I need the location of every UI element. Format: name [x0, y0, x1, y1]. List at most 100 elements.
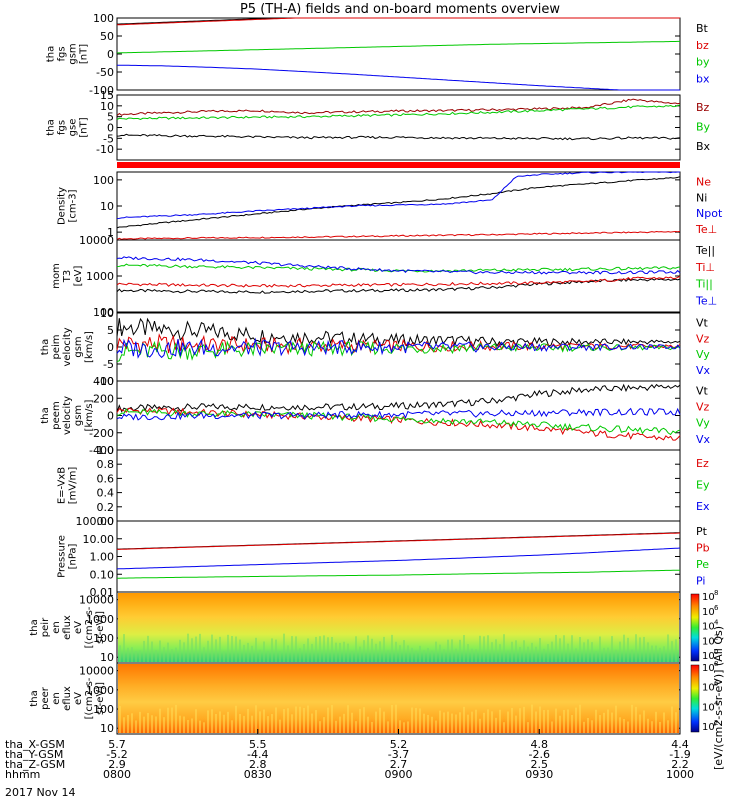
spectrogram-stripe	[247, 708, 249, 733]
spectrogram-stripe	[583, 642, 585, 662]
spectrogram-stripe	[143, 640, 145, 662]
spectrogram-stripe	[479, 718, 481, 733]
y-tick-label: -5	[103, 358, 114, 371]
legend-Bx: Bx	[696, 140, 711, 153]
spectrogram-stripe	[671, 641, 673, 662]
y-axis-label: fgs	[57, 120, 68, 135]
spectrogram-stripe	[343, 641, 345, 662]
y-tick-label: 5	[107, 324, 114, 337]
spectrogram-stripe	[435, 720, 437, 733]
series-line-Vz	[116, 406, 681, 441]
y-tick-label: -5	[103, 132, 114, 145]
spectrogram-stripe	[543, 710, 545, 733]
spectrogram-stripe	[607, 647, 609, 662]
spectrogram-stripe	[399, 720, 401, 733]
y-tick-label: 100	[93, 174, 114, 187]
spectrogram-stripe	[475, 709, 477, 733]
spectrogram-stripe	[255, 637, 257, 662]
spectrogram-stripe	[219, 711, 221, 733]
spectrogram-stripe	[595, 651, 597, 662]
x-axis-value: -4.4	[247, 748, 268, 761]
colorbar-exponent: 8	[714, 589, 718, 597]
spectrogram-stripe	[163, 647, 165, 662]
spectrogram-stripe	[487, 709, 489, 733]
spectrogram-stripe	[279, 651, 281, 662]
spectrogram-stripe	[179, 715, 181, 733]
y-tick-label: 10	[100, 307, 114, 320]
spectrogram-stripe	[319, 636, 321, 662]
spectrogram-stripe	[223, 651, 225, 662]
date-label: 2017 Nov 14	[5, 786, 75, 799]
spectrogram-stripe	[151, 715, 153, 733]
spectrogram-stripe	[547, 644, 549, 662]
spectrogram-stripe	[119, 645, 121, 662]
spectrogram-stripe	[359, 708, 361, 733]
legend-Ez: Ez	[696, 457, 709, 470]
spectrogram-stripe	[467, 714, 469, 733]
legend-Vx: Vx	[696, 364, 711, 377]
series-line-Vy	[116, 340, 681, 363]
spectrogram-stripe	[515, 640, 517, 662]
spectrogram-stripe	[463, 635, 465, 662]
spectrogram-stripe	[211, 709, 213, 733]
spectrogram-stripe	[439, 644, 441, 662]
x-axis-value: 4.4	[671, 738, 689, 751]
spectrogram-stripe	[471, 648, 473, 662]
spectrogram-stripe	[567, 643, 569, 662]
legend-Pb: Pb	[696, 541, 710, 554]
spectrogram-stripe	[243, 715, 245, 733]
spectrogram-stripe	[171, 707, 173, 733]
series-line-Ne	[116, 230, 681, 241]
spectrogram-stripe	[239, 714, 241, 733]
spectrogram-stripe	[251, 645, 253, 662]
spectrogram-stripe	[223, 714, 225, 733]
spectrogram-stripe	[175, 704, 177, 733]
y-tick-label: -50	[96, 66, 114, 79]
spectrogram-stripe	[451, 713, 453, 733]
y-tick-label: 10	[100, 722, 114, 735]
spectrogram-stripe	[315, 710, 317, 733]
spectrogram-stripe	[391, 704, 393, 733]
spectrogram-stripe	[491, 642, 493, 662]
spectrogram-stripe	[159, 708, 161, 733]
legend-Te||: Te||	[695, 244, 715, 257]
y-tick-label: 5	[107, 111, 114, 124]
series-line-Bx	[116, 133, 681, 141]
y-axis-label: velocity	[62, 327, 73, 366]
spectrogram-stripe	[315, 636, 317, 662]
spectrogram-stripe	[667, 634, 669, 662]
spectrogram-stripe	[411, 707, 413, 733]
spectrogram-stripe	[627, 721, 629, 733]
y-axis-label: tha	[29, 619, 40, 635]
spectrogram-stripe	[131, 647, 133, 662]
spectrogram-stripe	[139, 650, 141, 662]
spectrogram-stripe	[475, 649, 477, 662]
spectrogram-stripe	[623, 719, 625, 733]
y-tick-label: 10	[100, 651, 114, 664]
spectrogram-stripe	[555, 634, 557, 662]
spectrogram-stripe	[267, 716, 269, 733]
spectrogram-stripe	[611, 636, 613, 662]
y-tick-label: 1	[107, 226, 114, 239]
spectrogram-stripe	[563, 709, 565, 733]
spectrogram-stripe	[263, 641, 265, 662]
colorbar-exponent: 2	[714, 633, 718, 641]
series-line-Vt	[116, 383, 681, 413]
spectrogram-stripe	[327, 637, 329, 662]
spectrogram-stripe	[471, 711, 473, 733]
spectrogram-stripe	[407, 645, 409, 662]
spectrogram-stripe	[387, 650, 389, 662]
spectrogram-stripe	[611, 712, 613, 733]
spectrogram-stripe	[535, 711, 537, 733]
colorbar	[690, 593, 700, 662]
series-line-bz	[117, 17, 680, 26]
y-axis-label: gse	[68, 119, 79, 137]
x-axis-value: 2.8	[249, 758, 267, 771]
y-axis-label: eV	[73, 621, 84, 634]
x-axis-row-label: tha_X-GSM	[5, 738, 65, 751]
y-tick-label: 100	[93, 632, 114, 645]
legend-Ne: Ne	[696, 175, 711, 188]
y-axis-label: gsm	[73, 336, 84, 357]
spectrogram-stripe	[663, 712, 665, 733]
spectrogram-stripe	[195, 636, 197, 662]
